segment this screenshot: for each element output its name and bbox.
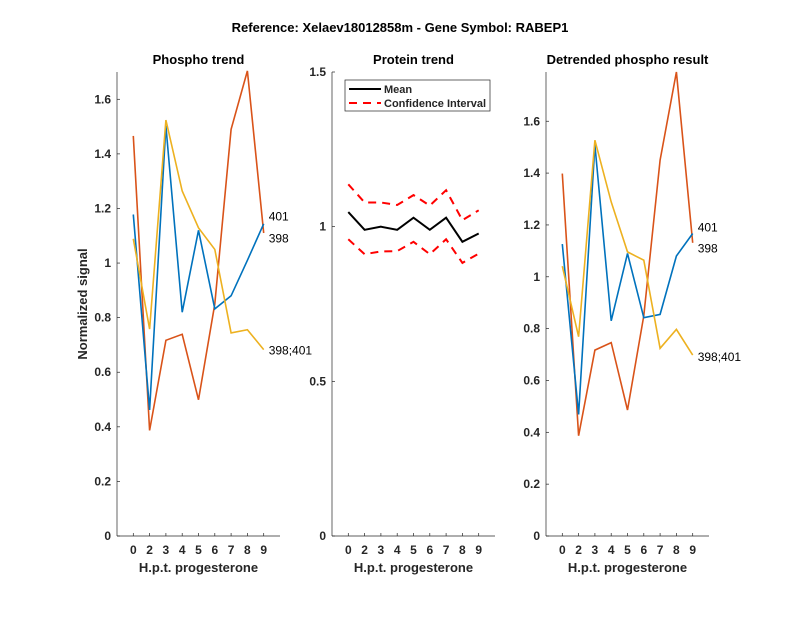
series-line-401 xyxy=(561,145,694,415)
series-line-398 xyxy=(132,70,265,431)
y-tick-label: 1.4 xyxy=(94,147,111,161)
end-label: 401 xyxy=(698,221,718,235)
legend-label-mean: Mean xyxy=(384,84,412,96)
x-tick-label: 6 xyxy=(211,543,218,557)
end-label: 398 xyxy=(698,241,718,255)
x-tick-label: 7 xyxy=(443,543,450,557)
x-tick-label: 4 xyxy=(394,543,401,557)
x-tick-label: 4 xyxy=(608,543,615,557)
subplot-title: Phospho trend xyxy=(153,52,245,67)
x-tick-label: 0 xyxy=(345,543,352,557)
x-tick-label: 7 xyxy=(657,543,664,557)
x-tick-label: 0 xyxy=(130,543,137,557)
series-line-mean xyxy=(347,211,480,244)
subplot-1: 00.20.40.60.811.21.41.60 2 3 4 5 6 7 8 9Phospho … xyxy=(75,52,312,575)
x-tick-label: 4 xyxy=(179,543,186,557)
x-tick-label: 3 xyxy=(378,543,385,557)
x-tick-label: 5 xyxy=(410,543,417,557)
y-tick-label: 0.6 xyxy=(94,365,111,379)
x-tick-label: 6 xyxy=(426,543,433,557)
y-tick-label: 0 xyxy=(533,529,540,543)
y-tick-label: 0 xyxy=(319,529,326,543)
x-tick-label: 2 xyxy=(146,543,153,557)
end-label: 401 xyxy=(269,210,289,224)
legend-box xyxy=(344,79,491,112)
x-tick-label: 5 xyxy=(624,543,631,557)
end-label: 398 xyxy=(269,231,289,245)
x-tick-label: 0 xyxy=(559,543,566,557)
subplot-3: 00.20.40.60.811.21.41.60 2 3 4 5 6 7 8 9Detrende… xyxy=(523,52,741,575)
y-tick-label: 0.6 xyxy=(523,373,540,387)
series-line-398 xyxy=(561,71,694,436)
y-tick-label: 0.8 xyxy=(94,311,111,325)
x-axis-label: H.p.t. progesterone xyxy=(354,560,473,575)
x-tick-label: 5 xyxy=(195,543,202,557)
y-tick-label: 1.6 xyxy=(94,92,111,106)
x-tick-label: 8 xyxy=(673,543,680,557)
x-axis-label: H.p.t. progesterone xyxy=(568,560,687,575)
x-tick-label: 8 xyxy=(244,543,251,557)
legend: Mean Confidence Interval xyxy=(344,79,491,112)
y-tick-label: 0.2 xyxy=(94,474,111,488)
x-tick-label: 2 xyxy=(575,543,582,557)
y-tick-label: 0.4 xyxy=(94,420,111,434)
y-tick-label: 0 xyxy=(104,529,111,543)
figure-title: Reference: Xelaev18012858m - Gene Symbol… xyxy=(232,20,569,35)
x-tick-label: 3 xyxy=(163,543,170,557)
x-tick-label: 6 xyxy=(640,543,647,557)
series-line-401 xyxy=(132,125,265,410)
series-line-398-401 xyxy=(132,119,265,351)
y-tick-label: 1.2 xyxy=(523,218,540,232)
x-tick-label: 9 xyxy=(689,543,696,557)
y-tick-label: 1 xyxy=(319,220,326,234)
series-line-398-401 xyxy=(561,139,694,356)
x-tick-label: 9 xyxy=(260,543,267,557)
subplot-title: Protein trend xyxy=(373,52,454,67)
y-tick-label: 1.4 xyxy=(523,166,540,180)
y-axis-label: Normalized signal xyxy=(75,248,90,359)
x-tick-label: 8 xyxy=(459,543,466,557)
y-tick-label: 1.6 xyxy=(523,114,540,128)
x-tick-label: 7 xyxy=(228,543,235,557)
y-tick-label: 1.5 xyxy=(309,65,326,79)
y-tick-label: 0.2 xyxy=(523,477,540,491)
legend-label-ci: Confidence Interval xyxy=(384,98,486,110)
x-tick-label: 2 xyxy=(361,543,368,557)
y-tick-label: 1.2 xyxy=(94,201,111,215)
subplot-title: Detrended phospho result xyxy=(547,52,709,67)
y-tick-label: 0.4 xyxy=(523,425,540,439)
y-tick-label: 0.8 xyxy=(523,322,540,336)
x-tick-label: 3 xyxy=(592,543,599,557)
x-axis-label: H.p.t. progesterone xyxy=(139,560,258,575)
y-tick-label: 1 xyxy=(104,256,111,270)
series-line-confidence-interval xyxy=(347,183,480,222)
y-tick-label: 0.5 xyxy=(309,374,326,388)
end-label: 398;401 xyxy=(698,350,742,364)
x-tick-label: 9 xyxy=(475,543,482,557)
y-tick-label: 1 xyxy=(533,270,540,284)
end-label: 398;401 xyxy=(269,343,313,357)
series-line-confidence-interval xyxy=(347,237,480,265)
